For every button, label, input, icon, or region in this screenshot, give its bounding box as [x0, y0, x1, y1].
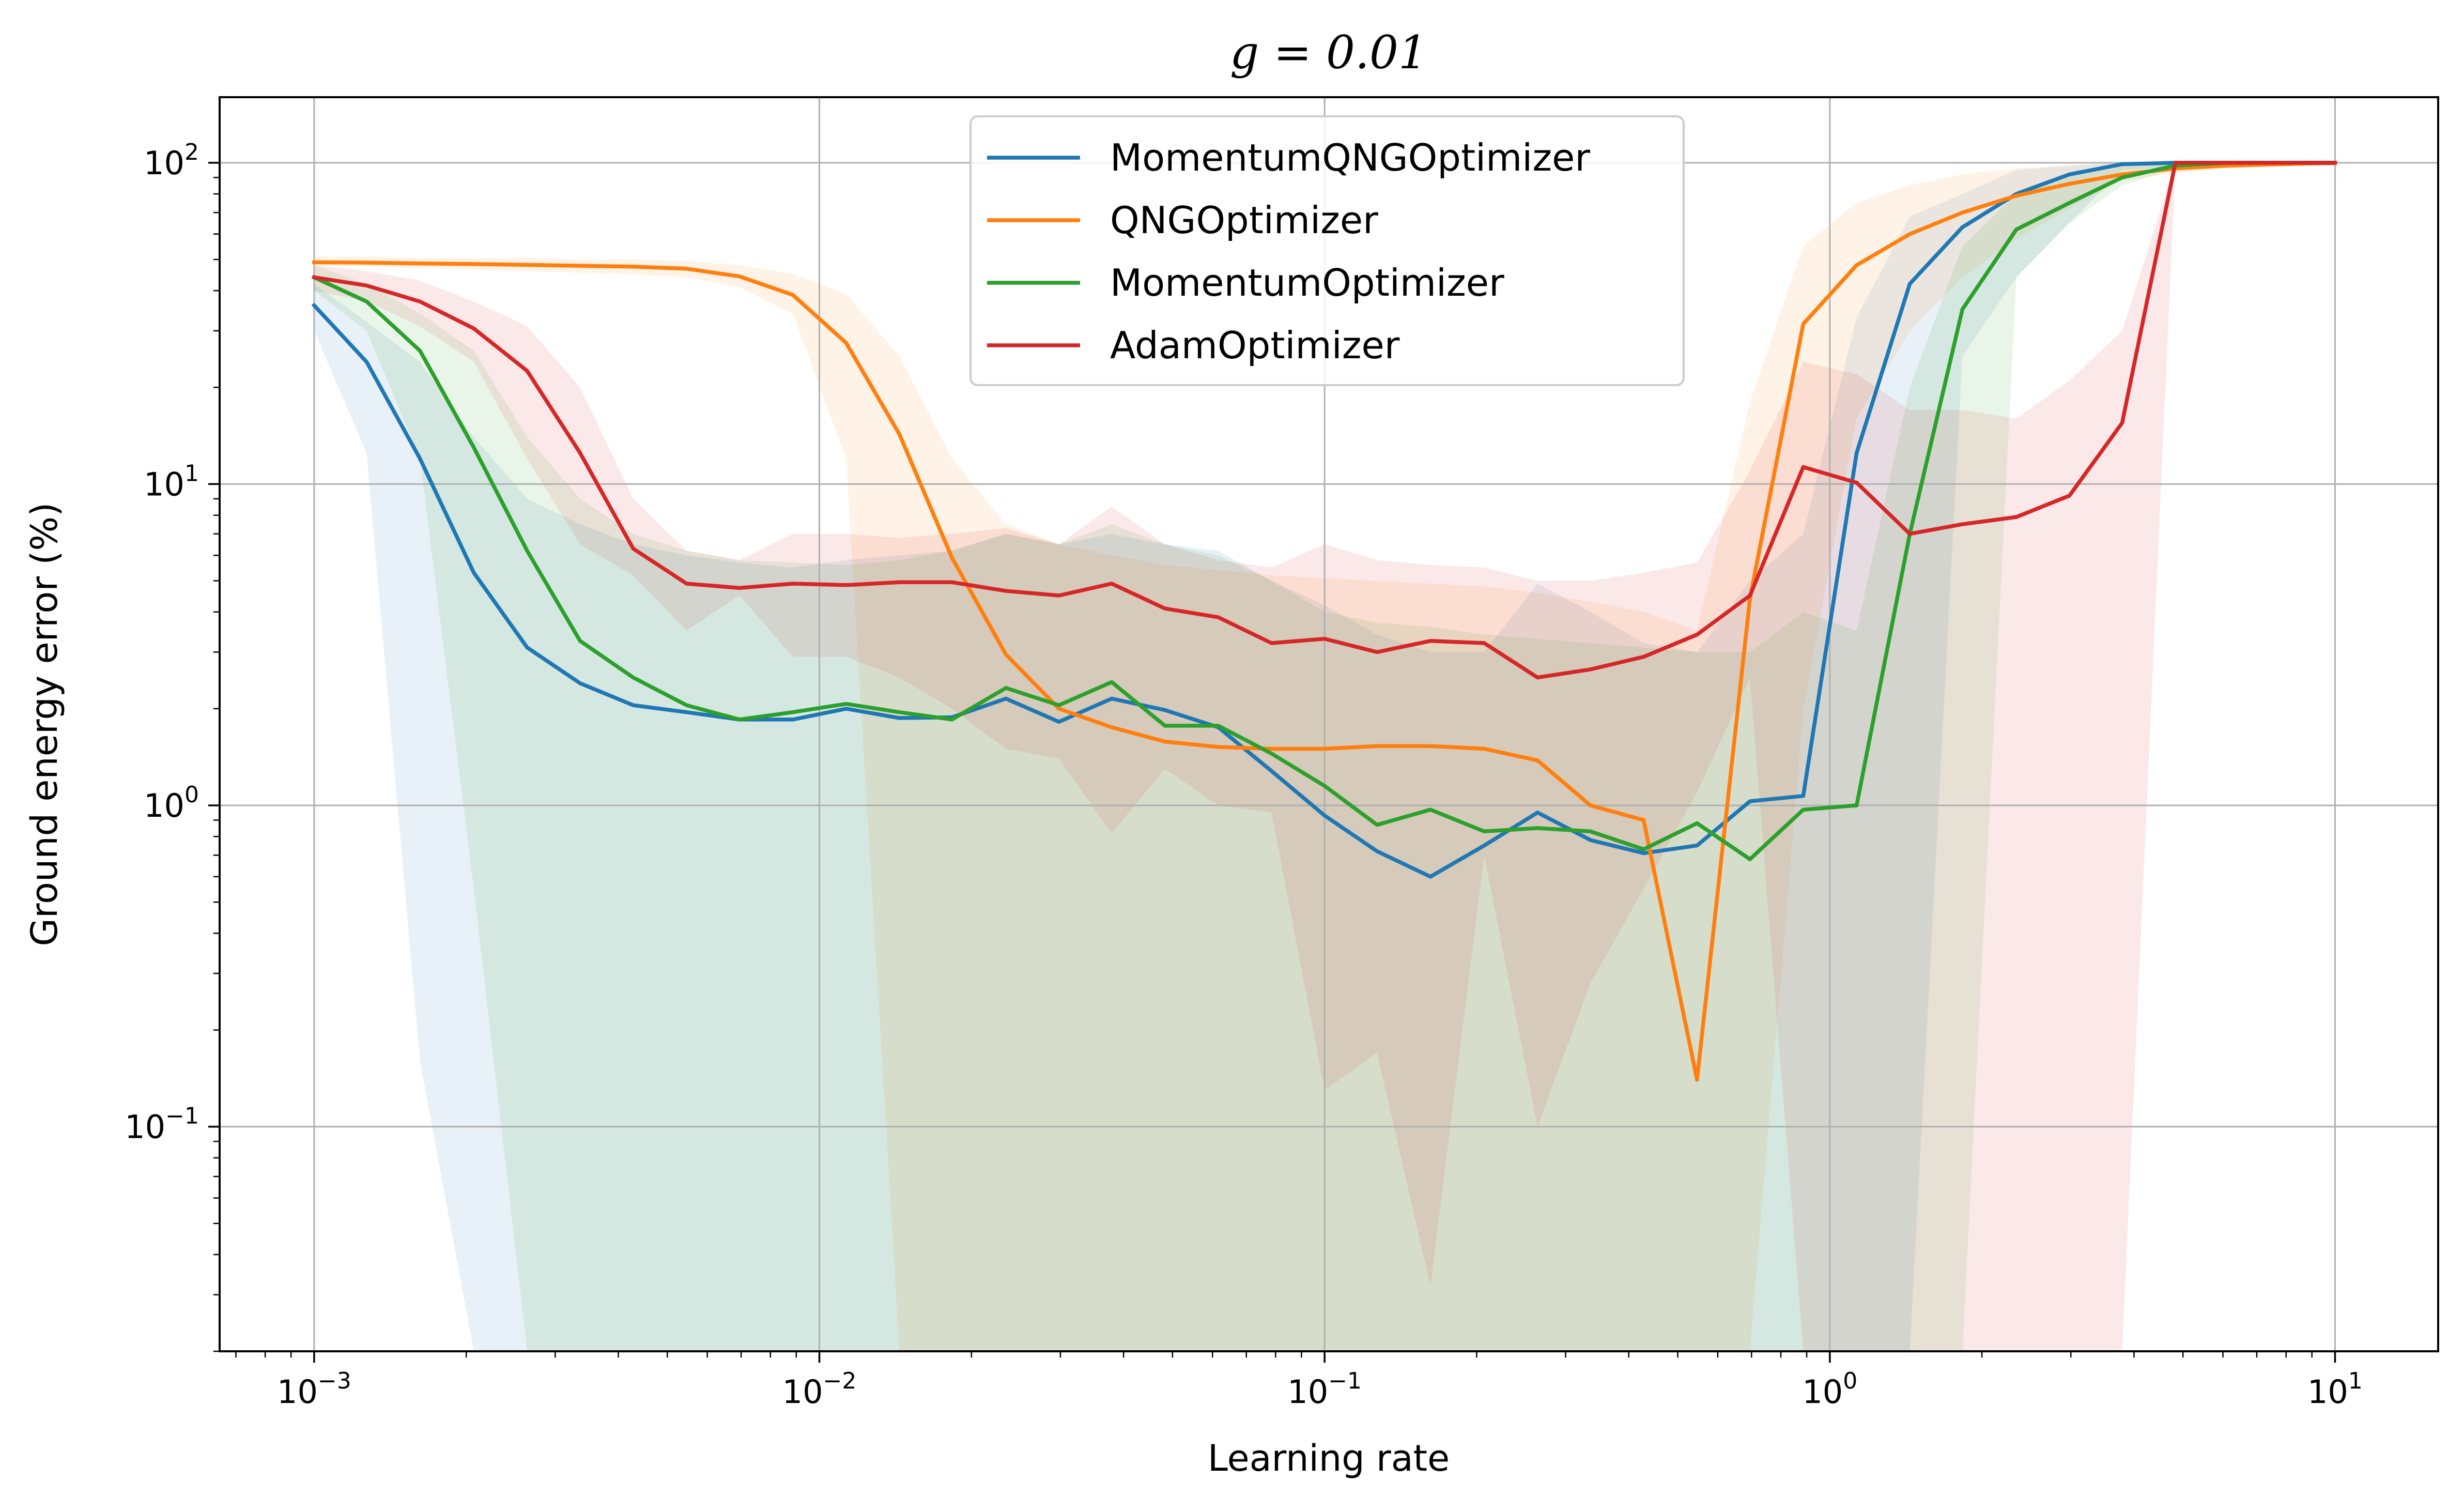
y-tick-label-3: 102: [144, 139, 199, 182]
y-tick-label-0: 10−1: [125, 1103, 199, 1146]
plot-frame: [219, 96, 2439, 1352]
legend-label-2: MomentumOptimizer: [1110, 261, 1504, 304]
line-series-3: [312, 161, 2337, 680]
x-axis-label: Learning rate: [1208, 1437, 1450, 1480]
legend: MomentumQNGOptimizer QNGOptimizer Momentum…: [969, 115, 1685, 386]
y-axis-label: Ground energy error (%): [23, 502, 66, 947]
x-tick-label-0: 10−3: [277, 1368, 351, 1411]
x-tick-label-2: 10−1: [1287, 1368, 1362, 1411]
series-lines: [311, 161, 2337, 1082]
legend-label-3: AdamOptimizer: [1110, 324, 1400, 367]
tick-labels: 10−3 10−2 10−1 100 101 10−1 100 101 102: [125, 139, 2363, 1411]
y-tick-label-2: 101: [144, 460, 199, 503]
y-tick-label-1: 100: [144, 782, 199, 825]
x-tick-label-3: 100: [1802, 1368, 1857, 1411]
axis-ticks: [208, 162, 2336, 1363]
x-tick-label-1: 10−2: [782, 1368, 857, 1411]
legend-box: [969, 115, 1685, 386]
legend-label-1: QNGOptimizer: [1110, 199, 1378, 242]
legend-label-0: MomentumQNGOptimizer: [1110, 136, 1590, 179]
line-series-2: [311, 161, 2337, 861]
x-tick-label-4: 101: [2307, 1368, 2363, 1411]
chart-title: g = 0.01: [1230, 26, 1427, 79]
line-series-1: [312, 161, 2337, 1082]
line-series-0: [311, 161, 2337, 879]
